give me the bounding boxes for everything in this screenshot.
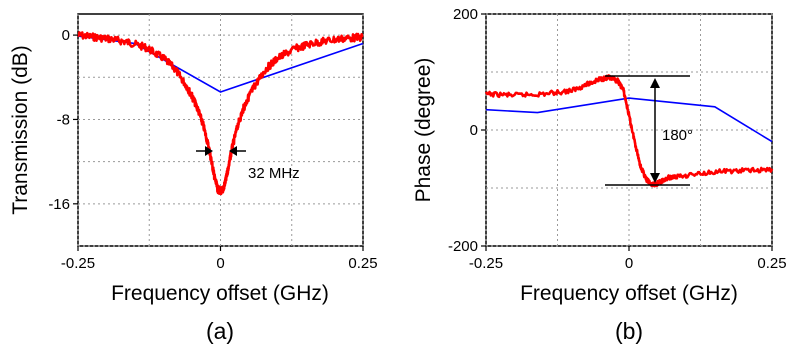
x-axis-label-a: Frequency offset (GHz) — [111, 282, 329, 305]
series-b — [484, 74, 774, 188]
x-axis-label-b: Frequency offset (GHz) — [520, 282, 738, 305]
x-tick-label: 0 — [625, 255, 633, 272]
grid-a — [77, 14, 364, 247]
bandwidth-annotation: 32 MHz — [248, 165, 300, 182]
grid-b — [485, 13, 773, 247]
y-tick-label: 0 — [62, 27, 70, 44]
y-tick-label: -8 — [57, 111, 70, 128]
x-tick-label: 0 — [216, 255, 224, 272]
x-ticks-b: -0.25 0 0.25 — [469, 246, 787, 272]
x-tick-label: -0.25 — [469, 255, 503, 272]
y-tick-label: 200 — [453, 6, 478, 23]
x-tick-label: 0.25 — [757, 255, 786, 272]
y-axis-label-a: Transmission (dB) — [9, 45, 32, 215]
measured-series-line — [484, 74, 774, 188]
y-ticks-b: 200 0 -200 — [448, 6, 486, 255]
y-ticks-a: 0 -8 -16 — [48, 27, 78, 213]
y-tick-label: 0 — [470, 122, 478, 139]
panel-label-a: (a) — [206, 318, 234, 344]
measured-series-line — [77, 31, 364, 196]
x-tick-label: -0.25 — [61, 255, 95, 272]
panel-label-b: (b) — [615, 318, 643, 344]
y-tick-label: -16 — [48, 196, 70, 213]
phase-annotation: 180° — [662, 127, 693, 144]
y-tick-label: -200 — [448, 238, 478, 255]
fit-series-line — [485, 97, 773, 143]
x-tick-label: 0.25 — [348, 255, 377, 272]
phase-span-indicator — [605, 75, 690, 186]
series-a — [77, 31, 364, 196]
x-ticks-a: -0.25 0 0.25 — [61, 246, 378, 272]
y-axis-label-b: Phase (degree) — [412, 58, 435, 203]
panel-a: -0.25 0 0.25 0 -8 -16 32 MHz Transmission (d… — [9, 13, 378, 344]
width-arrows — [196, 146, 246, 156]
